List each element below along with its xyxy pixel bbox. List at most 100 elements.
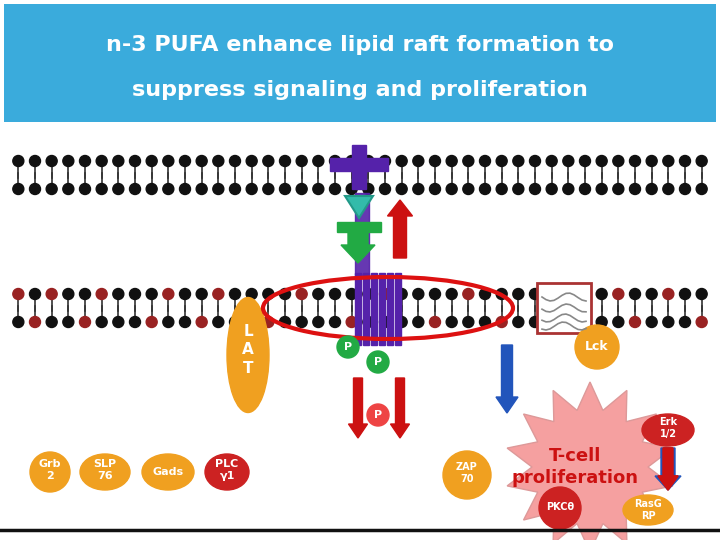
Circle shape (196, 184, 207, 194)
Bar (395, 273, 401, 345)
Circle shape (13, 316, 24, 327)
Circle shape (96, 316, 107, 327)
Circle shape (463, 316, 474, 327)
Circle shape (130, 288, 140, 300)
Circle shape (330, 288, 341, 300)
Circle shape (496, 288, 507, 300)
Text: Grb
2: Grb 2 (39, 459, 61, 481)
Circle shape (446, 288, 457, 300)
Circle shape (346, 184, 357, 194)
Text: Erk
1/2: Erk 1/2 (659, 417, 677, 439)
Circle shape (296, 316, 307, 327)
Bar (363, 273, 369, 345)
Text: L
A
T: L A T (242, 324, 254, 376)
FancyArrow shape (658, 448, 678, 490)
Circle shape (563, 288, 574, 300)
Circle shape (480, 288, 490, 300)
Circle shape (539, 487, 581, 529)
Circle shape (130, 156, 140, 166)
FancyArrow shape (658, 448, 678, 490)
Ellipse shape (142, 454, 194, 490)
Text: PLC
γ1: PLC γ1 (215, 459, 238, 481)
Circle shape (79, 156, 91, 166)
Circle shape (480, 156, 490, 166)
Circle shape (179, 288, 191, 300)
Ellipse shape (227, 298, 269, 413)
Circle shape (696, 288, 707, 300)
Circle shape (46, 316, 57, 327)
Circle shape (279, 316, 290, 327)
Circle shape (696, 316, 707, 327)
Circle shape (379, 184, 390, 194)
Circle shape (413, 316, 424, 327)
Text: n-3 PUFA enhance lipid raft formation to: n-3 PUFA enhance lipid raft formation to (106, 35, 614, 55)
Circle shape (446, 316, 457, 327)
Ellipse shape (205, 454, 249, 490)
Circle shape (246, 316, 257, 327)
Circle shape (663, 184, 674, 194)
Circle shape (580, 184, 590, 194)
Circle shape (546, 316, 557, 327)
Circle shape (230, 288, 240, 300)
Circle shape (79, 184, 91, 194)
Circle shape (446, 156, 457, 166)
Circle shape (596, 156, 607, 166)
Bar (387, 273, 393, 345)
Circle shape (663, 156, 674, 166)
Circle shape (413, 184, 424, 194)
Circle shape (463, 156, 474, 166)
Circle shape (596, 184, 607, 194)
Circle shape (613, 156, 624, 166)
Circle shape (63, 156, 74, 166)
Circle shape (580, 156, 590, 166)
Circle shape (30, 288, 40, 300)
Bar (371, 273, 377, 345)
Circle shape (230, 184, 240, 194)
Circle shape (680, 288, 690, 300)
Circle shape (213, 184, 224, 194)
Bar (337, 222, 381, 232)
Circle shape (646, 288, 657, 300)
Circle shape (529, 184, 541, 194)
FancyArrow shape (387, 200, 413, 258)
Circle shape (163, 316, 174, 327)
Circle shape (113, 184, 124, 194)
Circle shape (680, 184, 690, 194)
Circle shape (696, 156, 707, 166)
Circle shape (330, 316, 341, 327)
Circle shape (563, 184, 574, 194)
Circle shape (230, 316, 240, 327)
Circle shape (63, 184, 74, 194)
Circle shape (629, 316, 641, 327)
Circle shape (563, 156, 574, 166)
Circle shape (196, 316, 207, 327)
Polygon shape (345, 196, 373, 218)
Circle shape (79, 288, 91, 300)
Circle shape (446, 184, 457, 194)
Circle shape (179, 316, 191, 327)
Circle shape (413, 156, 424, 166)
Circle shape (646, 156, 657, 166)
Circle shape (367, 404, 389, 426)
Circle shape (96, 156, 107, 166)
Circle shape (663, 316, 674, 327)
Text: P: P (374, 410, 382, 420)
Circle shape (196, 288, 207, 300)
Circle shape (563, 316, 574, 327)
Circle shape (179, 156, 191, 166)
Circle shape (613, 288, 624, 300)
Circle shape (96, 288, 107, 300)
Text: P: P (344, 342, 352, 352)
Circle shape (363, 316, 374, 327)
Circle shape (513, 156, 524, 166)
Circle shape (430, 316, 441, 327)
Circle shape (480, 316, 490, 327)
Circle shape (213, 288, 224, 300)
Circle shape (379, 288, 390, 300)
Circle shape (680, 156, 690, 166)
Circle shape (496, 184, 507, 194)
Circle shape (580, 316, 590, 327)
Circle shape (513, 316, 524, 327)
Bar (330, 158, 388, 171)
Circle shape (113, 316, 124, 327)
